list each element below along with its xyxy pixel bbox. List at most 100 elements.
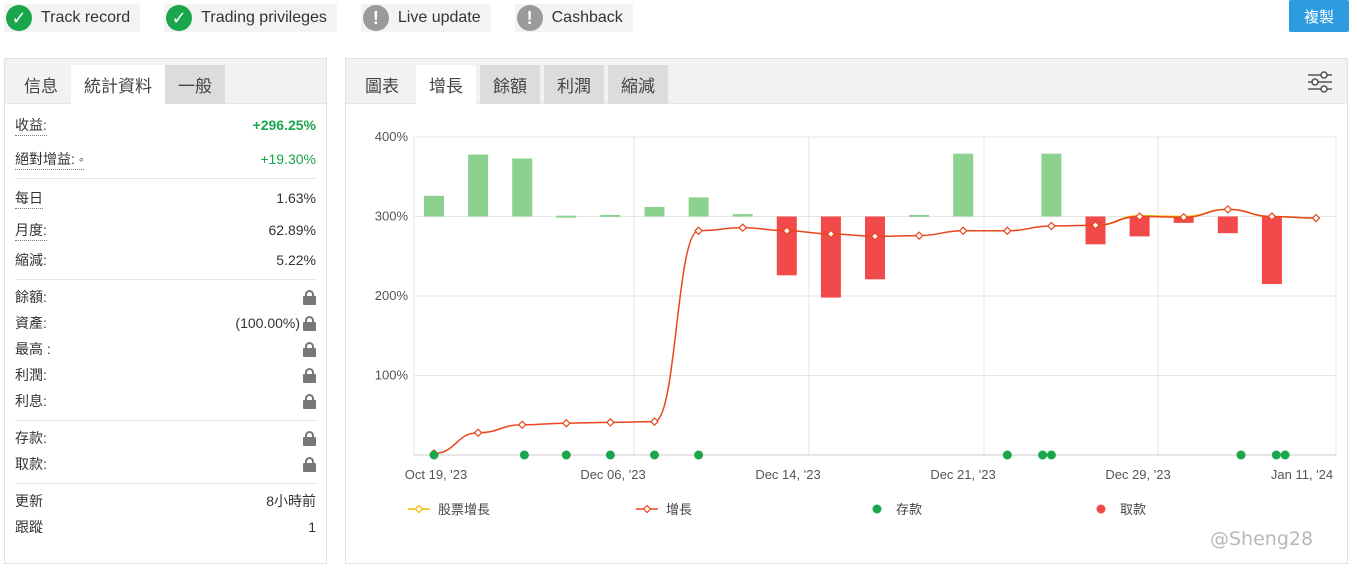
badge-track-record[interactable]: ✓ Track record bbox=[4, 4, 141, 32]
tab-growth[interactable]: 增長 bbox=[416, 65, 476, 104]
badge-trading-privileges[interactable]: ✓ Trading privileges bbox=[164, 4, 337, 32]
stat-label[interactable]: 絕對增益: ◦ bbox=[15, 149, 84, 170]
stat-value: 8小時前 bbox=[266, 493, 316, 509]
loss-bar bbox=[1217, 216, 1238, 234]
stat-label: 利息: bbox=[15, 393, 47, 409]
y-tick-label: 300% bbox=[375, 209, 409, 224]
stat-label[interactable]: 每日 bbox=[15, 188, 43, 209]
y-tick-label: 100% bbox=[375, 368, 409, 383]
stat-label: 取款: bbox=[15, 456, 47, 472]
stat-label[interactable]: 收益: bbox=[15, 115, 47, 136]
lock-icon bbox=[303, 430, 316, 446]
exclamation-icon: ! bbox=[362, 5, 389, 31]
stat-updated: 更新 8小時前 bbox=[15, 488, 316, 514]
stat-monthly: 月度: 62.89% bbox=[15, 217, 316, 243]
growth-point bbox=[517, 420, 527, 430]
deposit-dot bbox=[605, 450, 615, 460]
tab-drawdown[interactable]: 縮減 bbox=[608, 65, 668, 104]
legend-label: 存款 bbox=[896, 502, 922, 517]
badge-label: Trading privileges bbox=[201, 9, 327, 26]
growth-point bbox=[561, 418, 571, 428]
lock-icon bbox=[303, 289, 316, 305]
tab-general[interactable]: 一般 bbox=[165, 65, 225, 104]
legend-point-marker bbox=[414, 504, 424, 514]
x-tick-label: Dec 29, '23 bbox=[1105, 467, 1170, 482]
deposit-dot bbox=[1038, 450, 1048, 460]
badge-cashback[interactable]: ! Cashback bbox=[514, 4, 633, 32]
stats-list: 收益: +296.25% 絕對增益: ◦ +19.30% 每日 1.63% 月度… bbox=[5, 112, 326, 540]
tab-profit[interactable]: 利潤 bbox=[544, 65, 604, 104]
loss-bar bbox=[1129, 216, 1150, 237]
gain-bar bbox=[600, 214, 621, 217]
stat-daily: 每日 1.63% bbox=[15, 185, 316, 211]
loss-bar bbox=[776, 216, 797, 276]
stat-withdrawals: 取款: bbox=[15, 451, 316, 477]
tab-chart[interactable]: 圖表 bbox=[365, 77, 399, 96]
stat-equity: 資產: (100.00%) bbox=[15, 310, 316, 336]
growth-point bbox=[826, 229, 836, 239]
growth-point bbox=[914, 231, 924, 240]
deposit-dot bbox=[1280, 450, 1290, 460]
growth-point bbox=[694, 226, 703, 236]
deposit-dot bbox=[650, 450, 659, 460]
stat-value: 5.22% bbox=[276, 252, 316, 268]
stats-panel: 信息 統計資料 一般 收益: +296.25% 絕對增益: ◦ +19.30% … bbox=[4, 58, 327, 564]
growth-point bbox=[1047, 221, 1056, 231]
lock-icon bbox=[303, 393, 316, 409]
gain-bar bbox=[688, 197, 709, 217]
tab-statistics[interactable]: 統計資料 bbox=[71, 65, 165, 104]
copy-button[interactable]: 複製 bbox=[1289, 0, 1349, 32]
stat-value: +19.30% bbox=[260, 151, 316, 167]
x-tick-label: Dec 21, '23 bbox=[930, 467, 995, 482]
stat-absolute-gain: 絕對增益: ◦ +19.30% bbox=[15, 146, 316, 172]
loss-bar bbox=[1085, 216, 1106, 245]
growth-line bbox=[433, 208, 1317, 455]
gain-bar bbox=[644, 206, 665, 217]
stat-label[interactable]: 月度: bbox=[15, 220, 47, 241]
badge-live-update[interactable]: ! Live update bbox=[360, 4, 491, 32]
stat-balance: 餘額: bbox=[15, 284, 316, 310]
badge-label: Cashback bbox=[551, 9, 623, 26]
loss-bar bbox=[865, 216, 885, 280]
gain-bar bbox=[909, 214, 930, 217]
verification-badges: ✓ Track record ✓ Trading privileges ! Li… bbox=[4, 4, 633, 34]
tab-balance[interactable]: 餘額 bbox=[480, 65, 540, 104]
stat-highest: 最高 : bbox=[15, 336, 316, 362]
gain-bar bbox=[424, 195, 444, 217]
legend-label: 股票增長 bbox=[438, 502, 490, 517]
stat-gain: 收益: +296.25% bbox=[15, 112, 316, 138]
y-tick-label: 400% bbox=[375, 129, 409, 144]
badge-label: Live update bbox=[397, 9, 481, 26]
deposit-dot bbox=[694, 450, 704, 460]
stat-label: 存款: bbox=[15, 430, 47, 446]
gain-bar bbox=[953, 153, 974, 217]
stat-value: (100.00%) bbox=[235, 315, 300, 331]
x-tick-label: Jan 11, '24 bbox=[1271, 467, 1333, 482]
lock-icon bbox=[303, 456, 316, 472]
stat-value: 1.63% bbox=[276, 190, 316, 206]
lock-icon bbox=[303, 341, 316, 357]
growth-chart-svg: 100% 200% 300% 400% Oct 19, '23 Dec 06, '23 De… bbox=[375, 129, 1337, 517]
legend-dot-marker bbox=[872, 504, 882, 514]
stat-deposits: 存款: bbox=[15, 425, 316, 451]
growth-chart: 100% 200% 300% 400% Oct 19, '23 Dec 06, '23 De… bbox=[346, 105, 1347, 563]
legend-label: 取款 bbox=[1120, 502, 1146, 517]
check-icon: ✓ bbox=[6, 5, 32, 31]
divider bbox=[15, 279, 316, 280]
stat-label: 更新 bbox=[15, 493, 43, 509]
chart-tabs: 圖表 增長 餘額 利潤 縮減 bbox=[346, 59, 1347, 104]
filter-settings-icon[interactable] bbox=[1307, 70, 1333, 94]
gain-bar bbox=[512, 158, 533, 217]
gain-bar bbox=[1041, 153, 1062, 217]
growth-point bbox=[1311, 213, 1321, 223]
x-tick-label: Dec 14, '23 bbox=[755, 467, 820, 482]
divider bbox=[15, 483, 316, 484]
stat-profit: 利潤: bbox=[15, 362, 316, 388]
legend-dot-marker bbox=[1096, 504, 1106, 514]
stat-tracking: 跟蹤 1 bbox=[15, 514, 316, 540]
stat-value: +296.25% bbox=[252, 117, 316, 133]
lock-icon bbox=[303, 315, 316, 331]
stat-label: 利潤: bbox=[15, 367, 47, 383]
stat-drawdown: 縮減: 5.22% bbox=[15, 247, 316, 273]
tab-info[interactable]: 信息 bbox=[24, 77, 58, 96]
